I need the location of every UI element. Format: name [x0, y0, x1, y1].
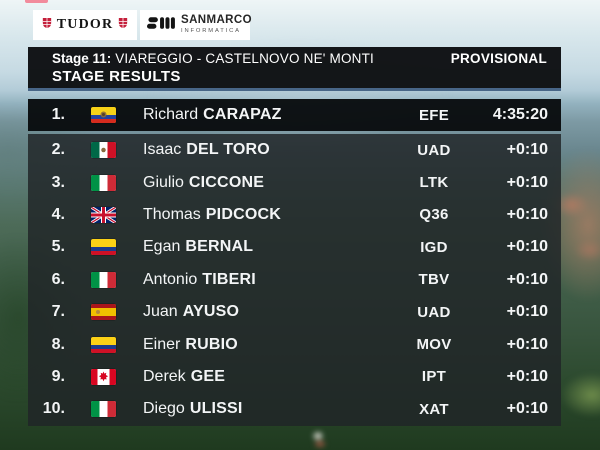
- rank-number: 3.: [51, 173, 65, 191]
- flag-canada-icon: [91, 368, 116, 385]
- time-value: +0:10: [506, 173, 548, 191]
- rider-first-name: Thomas: [143, 205, 201, 223]
- team-code: MOV: [416, 336, 452, 354]
- time-value: +0:10: [506, 270, 548, 288]
- result-row: 2. Isaac DEL TORO UAD +0:10: [28, 134, 561, 167]
- tudor-shield-icon: [42, 16, 52, 34]
- rider-first-name: Giulio: [143, 173, 184, 191]
- rider-name: Giulio CICCONE: [143, 174, 406, 192]
- result-row: 9. Derek GEE IPT +0:10: [28, 360, 561, 394]
- flag-italy-icon: [91, 271, 116, 288]
- tudor-shield-icon: [118, 16, 128, 34]
- sanmarco-subtitle: INFORMATICA: [181, 27, 241, 34]
- sponsor-bar: TUDOR: [33, 10, 252, 40]
- flag-mexico-icon: [91, 142, 116, 159]
- sanmarco-logo: SANMARCO INFORMATICA: [140, 10, 252, 40]
- time-value: +0:10: [506, 141, 548, 159]
- result-row: 8. Einer RUBIO MOV +0:10: [28, 328, 561, 361]
- rider-last-name: BERNAL: [185, 238, 254, 256]
- rank-number: 8.: [51, 335, 65, 353]
- rider-first-name: Richard: [143, 106, 199, 123]
- result-row: 6. Antonio TIBERI TBV +0:10: [28, 263, 561, 296]
- stage-route-text: VIAREGGIO - CASTELNOVO NE' MONTI: [111, 51, 374, 66]
- tudor-logo: TUDOR: [33, 10, 137, 40]
- team-code: UAD: [417, 303, 451, 321]
- time-value: +0:10: [506, 400, 548, 418]
- rank-number: 4.: [51, 205, 65, 223]
- rider-name: Isaac DEL TORO: [143, 141, 406, 159]
- rank-number: 10.: [42, 400, 65, 418]
- rank-number: 5.: [51, 238, 65, 256]
- stage-number-label: Stage 11:: [52, 51, 112, 66]
- tudor-wordmark: TUDOR: [56, 17, 114, 32]
- flag-ecuador-icon: [91, 107, 116, 123]
- flag-italy-icon: [91, 401, 116, 418]
- team-code: IGD: [420, 238, 448, 256]
- rider-last-name: DEL TORO: [186, 141, 270, 159]
- result-row: 1. Richard CARAPAZ EFE 4:35:20: [28, 99, 561, 131]
- team-code: UAD: [417, 141, 451, 159]
- team-code: Q36: [419, 206, 449, 224]
- rank-number: 1.: [51, 106, 65, 123]
- rider-first-name: Egan: [143, 238, 181, 256]
- rider-first-name: Diego: [143, 400, 185, 418]
- result-row: 10. Diego ULISSI XAT +0:10: [28, 393, 561, 426]
- rank-number: 6.: [51, 270, 65, 288]
- rider-first-name: Juan: [143, 303, 178, 321]
- sanmarco-wordmark: SANMARCO: [181, 14, 252, 27]
- result-row: 4. Thomas PIDCOCK Q36 +0:10: [28, 198, 561, 232]
- time-value: 4:35:20: [492, 106, 548, 123]
- rider-first-name: Einer: [143, 335, 181, 353]
- results-table: 1. Richard CARAPAZ EFE 4:35:20 2. Isaac DEL TOR…: [28, 99, 561, 426]
- rider-last-name: AYUSO: [182, 303, 240, 321]
- rank-number: 2.: [51, 141, 65, 159]
- result-row: 3. Giulio CICCONE LTK +0:10: [28, 166, 561, 199]
- top-left-red-bar: [25, 0, 48, 3]
- flag-spain-icon: [91, 304, 116, 321]
- time-value: +0:10: [506, 238, 548, 256]
- flag-great-britain-icon: [91, 206, 116, 223]
- team-code: XAT: [419, 400, 449, 418]
- rank-number: 7.: [51, 303, 65, 321]
- header-underline: [28, 88, 561, 91]
- rider-name: Antonio TIBERI: [143, 271, 406, 289]
- rider-last-name: PIDCOCK: [205, 205, 281, 223]
- rank-number: 9.: [51, 367, 65, 385]
- rider-name: Juan AYUSO: [143, 303, 406, 321]
- team-code: EFE: [418, 106, 450, 124]
- rider-last-name: CICCONE: [188, 173, 265, 191]
- rider-first-name: Derek: [143, 367, 186, 385]
- rider-last-name: GEE: [190, 367, 226, 385]
- rider-first-name: Isaac: [143, 141, 182, 159]
- provisional-badge: PROVISIONAL: [450, 51, 547, 66]
- time-value: +0:10: [506, 367, 548, 385]
- rider-name: Derek GEE: [143, 368, 406, 386]
- rider-last-name: RUBIO: [185, 335, 238, 353]
- rider-name: Einer RUBIO: [143, 336, 406, 354]
- time-value: +0:10: [506, 303, 548, 321]
- rider-name: Egan BERNAL: [143, 238, 406, 256]
- rider-first-name: Antonio: [143, 270, 198, 288]
- team-code: TBV: [418, 271, 450, 289]
- rider-last-name: ULISSI: [189, 400, 243, 418]
- rider-last-name: TIBERI: [202, 270, 256, 288]
- results-title: STAGE RESULTS: [52, 68, 181, 85]
- time-value: +0:10: [506, 335, 548, 353]
- rider-name: Diego ULISSI: [143, 400, 406, 418]
- stage-route: Stage 11: VIAREGGIO - CASTELNOVO NE' MON…: [52, 52, 374, 66]
- flag-colombia-icon: [91, 336, 116, 353]
- flag-italy-icon: [91, 174, 116, 191]
- results-header: Stage 11: VIAREGGIO - CASTELNOVO NE' MON…: [28, 47, 561, 88]
- sanmarco-monogram-icon: [147, 16, 176, 34]
- result-row: 5. Egan BERNAL IGD +0:10: [28, 231, 561, 264]
- time-value: +0:10: [506, 205, 548, 223]
- team-code: LTK: [419, 174, 449, 192]
- team-code: IPT: [421, 368, 447, 386]
- rider-name: Thomas PIDCOCK: [143, 206, 406, 224]
- result-row: 7. Juan AYUSO UAD +0:10: [28, 295, 561, 329]
- flag-colombia-icon: [91, 239, 116, 256]
- rider-name: Richard CARAPAZ: [143, 106, 406, 124]
- rider-last-name: CARAPAZ: [203, 106, 282, 123]
